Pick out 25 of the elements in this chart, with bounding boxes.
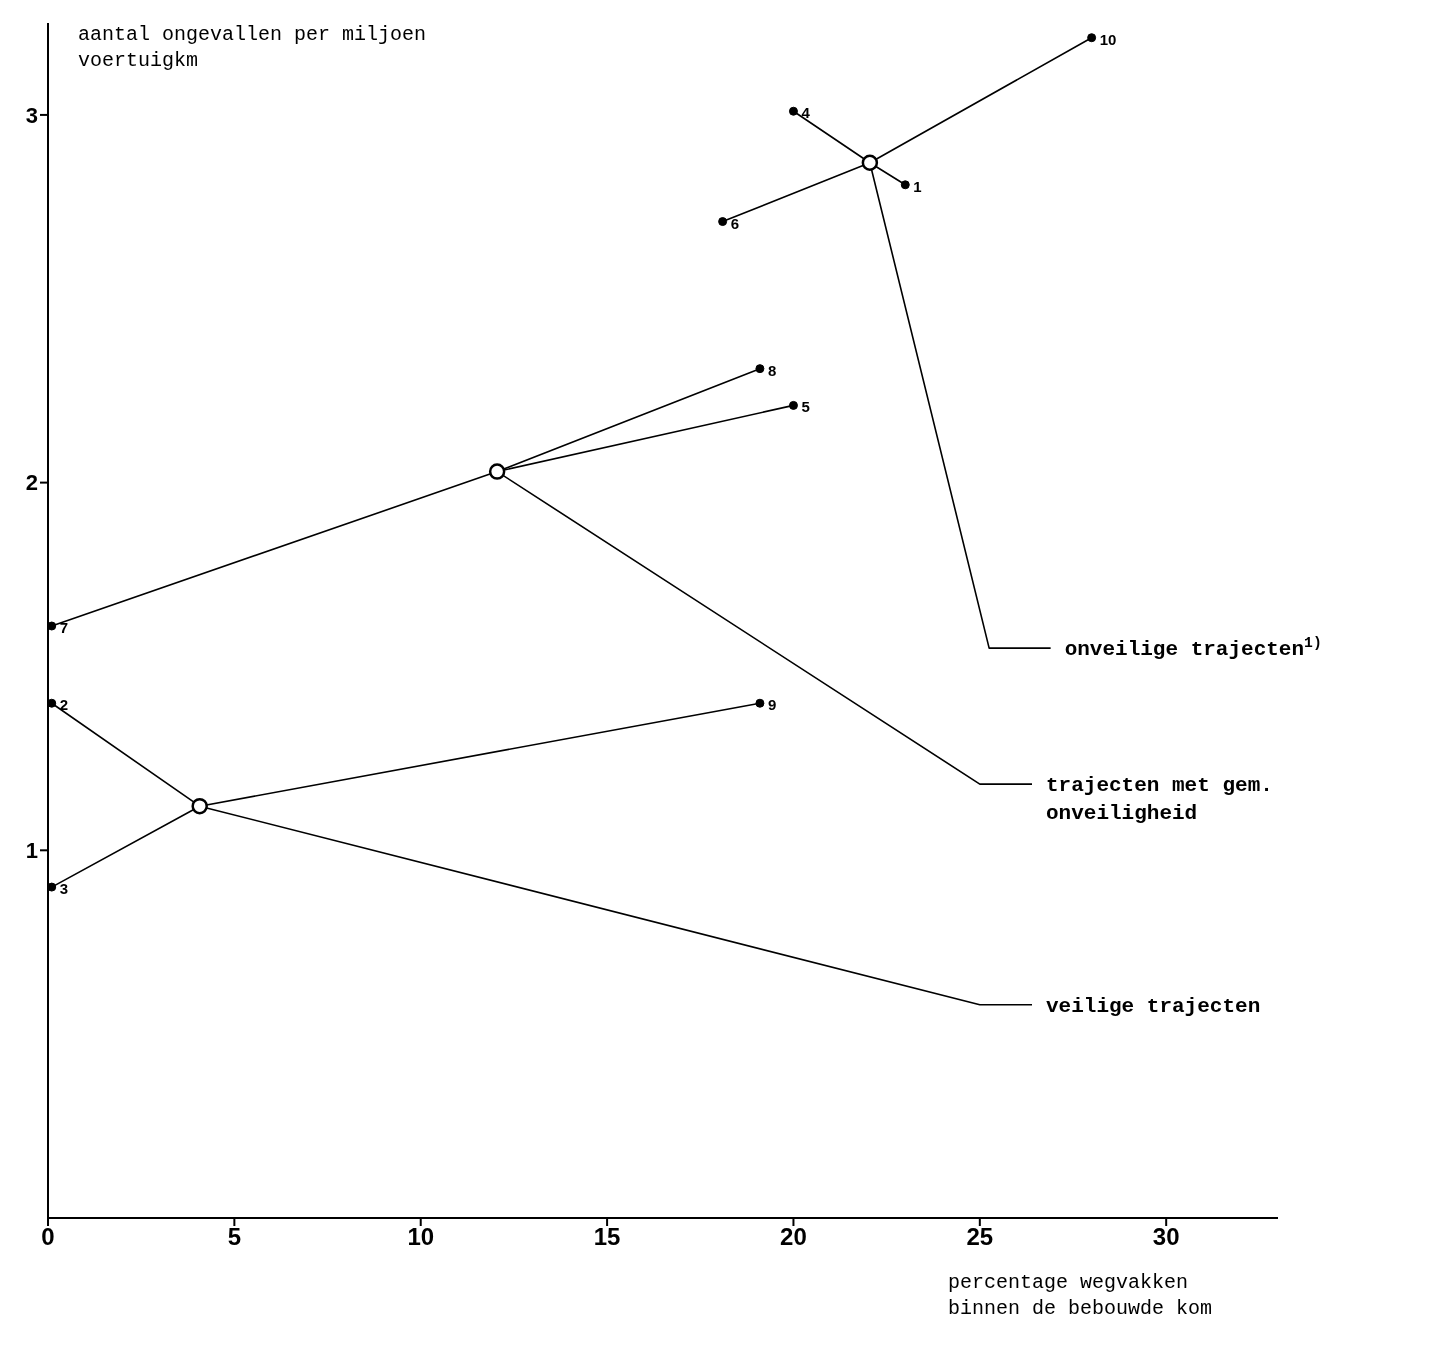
x-tick-label: 20 [780, 1223, 807, 1251]
annotation: 8 [767, 361, 777, 379]
x-tick-label: 15 [593, 1223, 621, 1251]
annotation: 4 [801, 104, 811, 122]
x-tick-label: 0 [41, 1223, 55, 1251]
annotation: 7 [59, 619, 69, 637]
x-tick-label: 30 [1152, 1223, 1180, 1251]
x-axis-title: percentage wegvakken binnen de bebouwde kom [948, 1270, 1214, 1322]
y-tick-label: 3 [25, 102, 38, 128]
y-axis-title: aantal ongevallen per miljoen voertuigkm [78, 22, 428, 74]
annotation: 1 [913, 177, 922, 195]
annotation: 2 [59, 696, 69, 714]
annotation: 3 [59, 880, 69, 898]
x-tick-label: 25 [966, 1223, 994, 1251]
annotation: 9 [767, 696, 777, 714]
annotation: veilige trajecten [1046, 994, 1261, 1018]
annotation: 6 [730, 214, 739, 232]
annotation: 5 [801, 398, 810, 416]
annotation: 10 [1099, 30, 1117, 48]
x-tick-label: 10 [407, 1223, 435, 1251]
annotation: trajecten met gem. onveiligheid [1046, 774, 1273, 826]
x-tick-label: 5 [227, 1223, 242, 1251]
y-tick-label: 1 [25, 838, 38, 864]
annotation: onveilige trajecten$^{1)}$ [1064, 635, 1322, 662]
y-tick-label: 2 [25, 470, 38, 496]
